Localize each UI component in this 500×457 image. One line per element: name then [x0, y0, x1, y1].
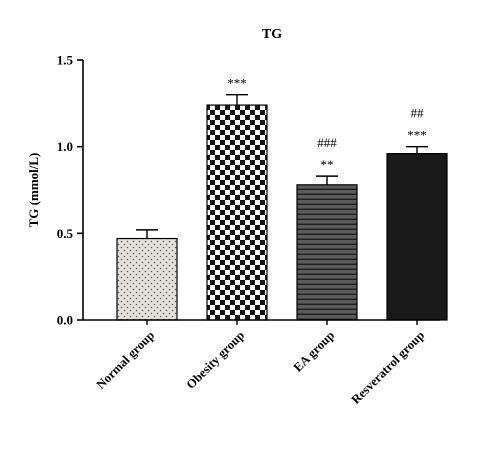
bar — [296, 184, 358, 321]
significance-label: *** — [407, 128, 427, 143]
y-axis-label: TG (mmol/L) — [26, 153, 41, 228]
bar — [386, 153, 448, 321]
significance-label: ** — [321, 157, 334, 172]
significance-label: ## — [411, 106, 425, 121]
x-tick-label: Obesity group — [184, 328, 248, 392]
significance-label: *** — [227, 76, 247, 91]
x-tick-label: EA group — [291, 328, 337, 374]
x-axis: Normal group Obesity group EA group Resvera… — [83, 319, 440, 407]
y-tick-label: 0.0 — [57, 313, 73, 328]
x-tick-label: Normal group — [94, 328, 158, 392]
y-tick-label: 1.0 — [57, 139, 73, 154]
chart-title: TG — [262, 27, 282, 42]
bar — [206, 104, 268, 321]
bar — [116, 237, 178, 321]
bars: *****### ***## — [116, 76, 448, 321]
y-tick-label: 1.5 — [57, 53, 74, 68]
significance-label: ### — [317, 135, 337, 150]
y-tick-label: 0.5 — [57, 226, 74, 241]
y-axis: 0.0 0.5 1.0 1.5 — [57, 53, 84, 328]
x-tick-label: Resveratrol group — [349, 328, 428, 407]
